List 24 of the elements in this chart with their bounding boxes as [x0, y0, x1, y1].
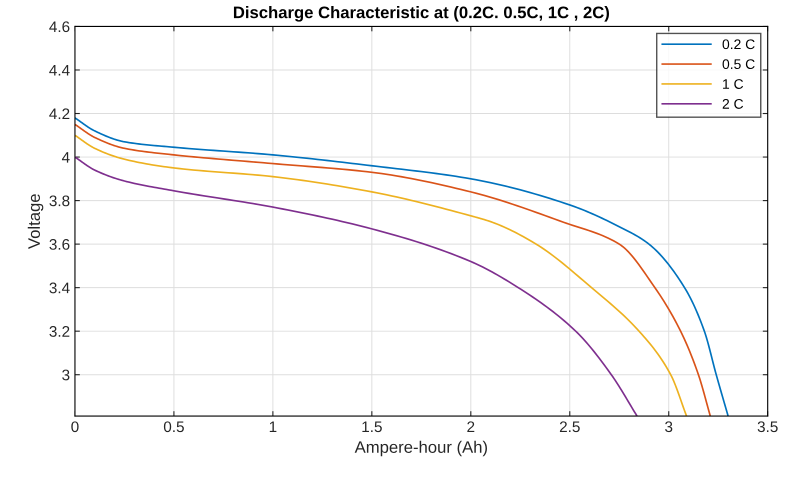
legend-label: 1 C	[723, 79, 744, 89]
y-tick-label: 3.6	[49, 238, 70, 250]
legend-label: 0.2 C	[722, 39, 755, 50]
x-axis-title: Ampere-hour (Ah)	[354, 440, 487, 456]
x-tick-label: 3	[665, 421, 672, 432]
x-tick-label: 3.5	[758, 421, 778, 432]
y-tick-label: 4.6	[49, 21, 70, 32]
x-tick-label: 1.5	[362, 421, 382, 432]
chart-title: Discharge Characteristic at (0.2C. 0.5C, 1C , 2C)	[234, 6, 610, 22]
y-tick-label: 4.4	[49, 65, 70, 76]
y-tick-label: 3.4	[49, 282, 70, 294]
legend-label: 2 C	[722, 98, 744, 109]
y-axis-title: Voltage	[28, 194, 44, 249]
y-tick-label: 4.2	[49, 108, 70, 120]
y-tick-label: 3.8	[49, 195, 70, 206]
x-tick-label: 1	[270, 421, 276, 432]
y-tick-label: 3.2	[49, 326, 70, 337]
y-tick-label: 3	[62, 370, 70, 380]
x-tick-label: 2	[467, 421, 474, 432]
x-tick-label: 0	[71, 421, 79, 432]
x-tick-label: 2.5	[560, 421, 580, 432]
x-tick-label: 0.5	[164, 421, 184, 432]
legend-label: 0.5 C	[722, 59, 755, 70]
y-tick-label: 4	[62, 152, 70, 163]
